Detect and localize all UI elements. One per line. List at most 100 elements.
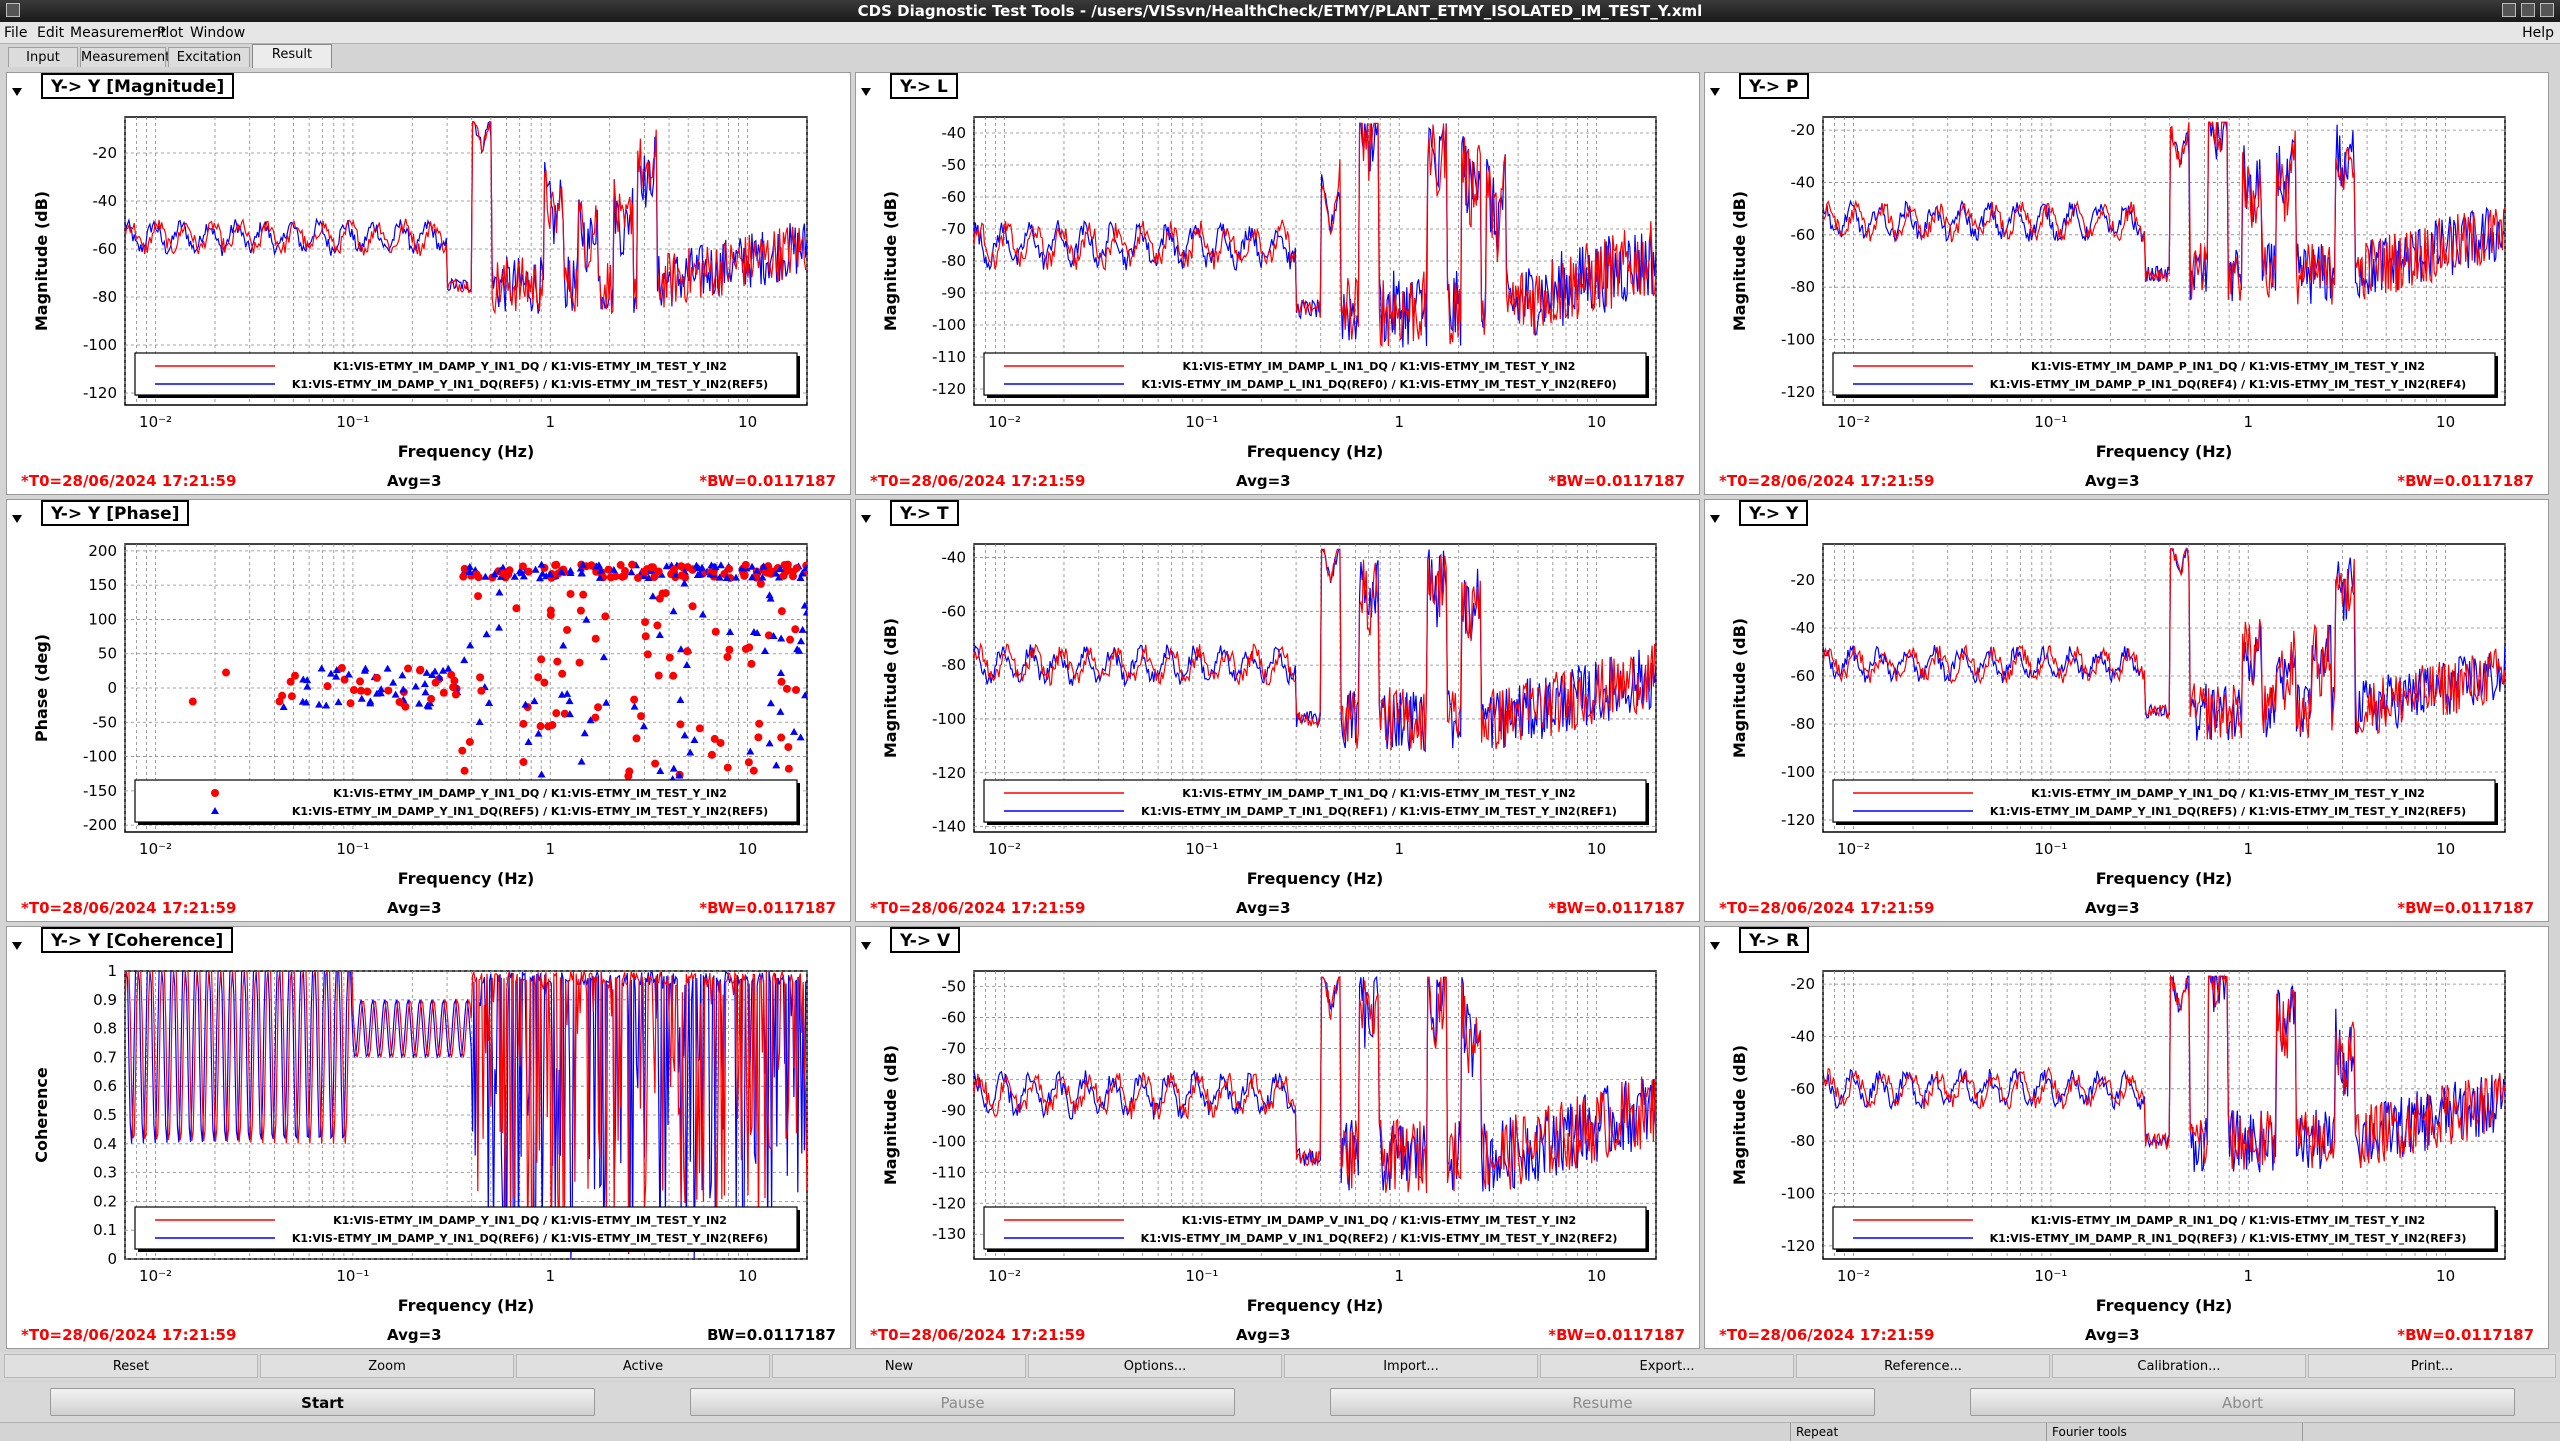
plot-canvas[interactable]: -20 -40 -60 -80 -100 -120 10⁻² 10⁻¹ 1 10 Frequency… [1705,500,2550,923]
plot-panel[interactable]: -20 -40 -60 -80 -100 -120 10⁻² 10⁻¹ 1 10 Frequency… [1704,926,2549,1349]
plot-canvas[interactable]: -20 -40 -60 -80 -100 -120 10⁻² 10⁻¹ 1 10 Frequency… [1705,73,2550,496]
plot-panel[interactable]: -20 -40 -60 -80 -100 -120 10⁻² 10⁻¹ 1 10 Frequency… [1704,72,2549,495]
y-tick-label: -70 [942,220,967,238]
y-tick-label: -80 [1791,278,1816,296]
phase-point-blue [682,660,691,668]
plot-canvas[interactable]: 200 150 100 50 0 -50 -100 -150 -200 10⁻² 10⁻¹ 1 10 Fr… [7,500,852,923]
y-tick-label: -20 [1791,975,1816,993]
phase-point-blue [698,610,707,618]
legend-entry: K1:VIS-ETMY_IM_DAMP_V_IN1_DQ / K1:VIS-ET… [1182,1214,1576,1227]
tab-excitation[interactable]: Excitation [168,47,250,67]
phase-point-blue [599,653,608,661]
abort-button[interactable]: Abort [1970,1388,2515,1416]
y-tick-label: 0.4 [93,1135,117,1153]
panel-handle-icon[interactable] [11,941,23,951]
phase-point-red [465,737,474,746]
new-button[interactable]: New [772,1354,1026,1378]
plot-panel[interactable]: -40 -60 -80 -100 -120 -140 10⁻² 10⁻¹ 1 10 Frequenc… [855,499,1700,922]
panel-handle-icon[interactable] [1709,87,1721,97]
import-button[interactable]: Import... [1284,1354,1538,1378]
phase-point-blue [748,573,757,581]
maximize-icon[interactable] [2521,3,2535,17]
plot-canvas[interactable]: -20 -40 -60 -80 -100 -120 10⁻² 10⁻¹ 1 10 Frequency… [1705,927,2550,1350]
plot-canvas[interactable]: -40 -60 -80 -100 -120 -140 10⁻² 10⁻¹ 1 10 Frequenc… [856,500,1701,923]
panel-handle-icon[interactable] [11,514,23,524]
panel-handle-icon[interactable] [860,941,872,951]
x-axis-label: Frequency (Hz) [1247,442,1384,461]
minimize-icon[interactable] [2502,3,2516,17]
plot-panel[interactable]: -40 -50 -60 -70 -80 -90 -100 -110 -120 10⁻² 10⁻¹ 1 1… [855,72,1700,495]
phase-point-blue [524,737,533,745]
panel-handle-icon[interactable] [11,87,23,97]
menu-window[interactable]: Window [190,25,246,41]
x-tick-label: 10⁻² [988,840,1021,858]
x-tick-label: 10 [2436,1267,2455,1285]
zoom-button[interactable]: Zoom [260,1354,514,1378]
phase-point-blue [557,567,566,575]
window-titlebar: CDS Diagnostic Test Tools - /users/VISsv… [0,0,2560,22]
plot-panel[interactable]: -20 -40 -60 -80 -100 -120 10⁻² 10⁻¹ 1 10 Frequency… [1704,499,2549,922]
y-tick-label: -120 [1781,811,1815,829]
calibration-button[interactable]: Calibration... [2052,1354,2306,1378]
phase-point-red [477,686,486,695]
phase-point-blue [439,666,448,674]
menu-measurement[interactable]: Measurement [70,25,167,41]
phase-point-blue [519,572,528,580]
phase-point-blue [376,689,385,697]
print-button[interactable]: Print... [2308,1354,2556,1378]
phase-point-blue [423,701,432,709]
legend-entry: K1:VIS-ETMY_IM_DAMP_Y_IN1_DQ / K1:VIS-ET… [333,787,727,800]
phase-point-blue [722,573,731,581]
menu-help[interactable]: Help [2522,25,2554,41]
start-button[interactable]: Start [50,1388,595,1416]
phase-point-blue [639,722,648,730]
plot-canvas[interactable]: -40 -50 -60 -70 -80 -90 -100 -110 -120 10⁻² 10⁻¹ 1 1… [856,73,1701,496]
plot-panel[interactable]: -20 -40 -60 -80 -100 -120 10⁻² 10⁻¹ 1 10 Frequency… [6,72,851,495]
status-bw: *BW=0.0117187 [699,472,836,490]
reference-button[interactable]: Reference... [1796,1354,2050,1378]
plot-canvas[interactable]: -50 -60 -70 -80 -90 -100 -110 -120 -130 10⁻² 10⁻¹ 1… [856,927,1701,1350]
legend-entry: K1:VIS-ETMY_IM_DAMP_Y_IN1_DQ / K1:VIS-ET… [333,1214,727,1227]
reset-button[interactable]: Reset [4,1354,258,1378]
y-axis-label: Magnitude (dB) [1730,191,1749,331]
active-button[interactable]: Active [516,1354,770,1378]
phase-point-red [458,746,467,755]
panel-handle-icon[interactable] [860,514,872,524]
phase-point-red [536,722,545,731]
plot-panel[interactable]: -50 -60 -70 -80 -90 -100 -110 -120 -130 10⁻² 10⁻¹ 1… [855,926,1700,1349]
plot-panel[interactable]: 200 150 100 50 0 -50 -100 -150 -200 10⁻² 10⁻¹ 1 10 Fr… [6,499,851,922]
tab-measurement[interactable]: Measurement [80,47,170,67]
phase-point-blue [686,748,695,756]
x-tick-label: 1 [1394,840,1404,858]
phase-point-red [449,683,458,692]
menu-file[interactable]: File [4,25,28,41]
status-t0: *T0=28/06/2024 17:21:59 [21,1326,237,1344]
plot-panel[interactable]: 1 0.9 0.8 0.7 0.6 0.5 0.4 0.3 0.2 0.1 0 10⁻² 10⁻¹ 1 10… [6,926,851,1349]
phase-point-red [624,772,633,781]
pause-button[interactable]: Pause [690,1388,1235,1416]
panel-handle-icon[interactable] [1709,514,1721,524]
phase-point-red [633,573,642,582]
plot-title: Y-> R [1739,927,1810,953]
x-tick-label: 10 [738,840,757,858]
phase-point-blue [530,697,539,705]
menu-plot[interactable]: Plot [157,25,184,41]
close-icon[interactable] [2540,3,2554,17]
tab-result[interactable]: Result [252,44,332,68]
y-tick-label: 1 [107,962,117,980]
panel-handle-icon[interactable] [860,87,872,97]
status-repeat: Repeat [1796,1425,1839,1439]
phase-point-blue [360,666,369,674]
resume-button[interactable]: Resume [1330,1388,1875,1416]
status-t0: *T0=28/06/2024 17:21:59 [1719,1326,1935,1344]
window-menu-icon[interactable] [6,3,20,17]
export-button[interactable]: Export... [1540,1354,1794,1378]
panel-handle-icon[interactable] [1709,941,1721,951]
menu-edit[interactable]: Edit [37,25,65,41]
tab-input[interactable]: Input [8,47,78,67]
plot-canvas[interactable]: -20 -40 -60 -80 -100 -120 10⁻² 10⁻¹ 1 10 Frequency… [7,73,852,496]
plot-canvas[interactable]: 1 0.9 0.8 0.7 0.6 0.5 0.4 0.3 0.2 0.1 0 10⁻² 10⁻¹ 1 10… [7,927,852,1350]
phase-point-red [566,589,575,598]
options-button[interactable]: Options... [1028,1354,1282,1378]
phase-point-red [688,602,697,611]
